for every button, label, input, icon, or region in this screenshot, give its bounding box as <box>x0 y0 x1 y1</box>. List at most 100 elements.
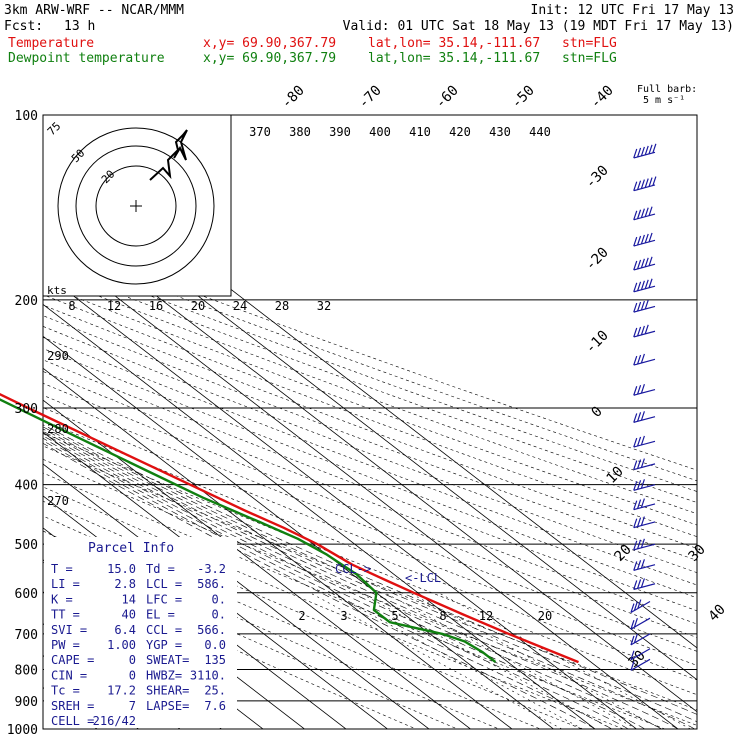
theta-side-label: 270 <box>47 494 69 508</box>
wind-barb-flag <box>640 208 645 218</box>
wind-barb-flag <box>630 635 635 646</box>
wind-barb-flag <box>644 279 649 289</box>
wind-barb-flag <box>637 436 642 447</box>
parcel-label: T = <box>51 562 73 576</box>
wind-barb-staff <box>630 617 651 630</box>
valid-time: Valid: 01 UTC Sat 18 May 13 (19 MDT Fri … <box>342 19 734 34</box>
parcel-value: 135 <box>204 653 226 667</box>
wind-barb-flag <box>637 301 642 312</box>
parcel-label: K = <box>51 592 73 606</box>
pressure-tick-label: 500 <box>15 538 38 553</box>
wind-barb-staff <box>633 521 656 529</box>
moist-adiabat <box>43 433 662 729</box>
parcel-value: 7.6 <box>204 699 226 713</box>
theta-side-label: 280 <box>47 422 69 436</box>
parcel-panel-bg <box>44 537 237 728</box>
wind-barb-flag <box>633 601 638 611</box>
wind-barb-staff <box>633 330 656 338</box>
parcel-value: 0. <box>212 592 226 606</box>
wind-barb-flag <box>648 177 653 187</box>
parcel-label: SHEAR= <box>146 684 189 698</box>
moist-adiabat <box>43 437 629 729</box>
wind-barb-flag <box>633 302 638 313</box>
wind-barb-flag <box>637 281 642 292</box>
wind-barb-flag <box>630 603 635 613</box>
wind-barb-flag <box>640 300 645 311</box>
parcel-label: SWEAT= <box>146 653 189 667</box>
parcel-label: TT = <box>51 608 80 622</box>
theta-label: 370 <box>249 125 271 139</box>
wind-barb-staff <box>633 440 656 448</box>
dry-adiabat <box>43 254 697 492</box>
parcel-value: 25. <box>204 684 226 698</box>
wind-barb-staff <box>633 416 656 423</box>
isotherm-line <box>43 399 472 729</box>
dry-adiabat <box>43 561 417 729</box>
wind-barb-flag <box>633 413 638 423</box>
mixing-ratio-label: 5 <box>391 609 398 623</box>
wind-barb-flag <box>633 540 638 551</box>
wind-barb-flag <box>633 282 638 293</box>
hodograph-kts-label: kts <box>47 284 67 297</box>
wind-barb-flag <box>637 517 642 527</box>
legend-dewpoint-xy: x,y= 69.90,367.79 <box>203 51 337 66</box>
legend-dewpoint: Dewpoint temperature <box>8 51 165 66</box>
dry-adiabat <box>43 445 697 711</box>
wind-barb-flag <box>644 257 649 268</box>
wind-barb-flag <box>633 355 638 366</box>
isotherm-label: 20 <box>612 542 635 565</box>
parcel-value: 0. <box>212 608 226 622</box>
parcel-label: YGP = <box>146 638 182 652</box>
parcel-value: 216/42 <box>93 714 136 728</box>
wind-barb-flag <box>633 500 638 510</box>
wind-barb-flag <box>633 210 638 220</box>
parcel-label: CELL = <box>51 714 94 728</box>
wind-barb-flag <box>637 539 642 550</box>
wind-barb-flag <box>637 326 642 337</box>
legend-temperature-latlon: lat,lon= 35.14,-111.67 <box>368 36 541 51</box>
inset-scale-label: 8 <box>68 299 75 313</box>
parcel-label: SVI = <box>51 623 87 637</box>
isotherm-line <box>43 208 697 713</box>
wind-barb-flag <box>640 435 645 446</box>
wind-barb-flag <box>648 206 653 216</box>
isotherm-label: -60 <box>433 83 462 112</box>
background-grid <box>42 114 698 730</box>
parcel-label: CIN = <box>51 668 87 682</box>
legend-temperature-xy: x,y= 69.90,367.79 <box>203 36 337 51</box>
wind-barb-flag <box>633 236 638 247</box>
barb-legend-title: Full barb: <box>637 84 697 95</box>
wind-barb-flag <box>637 209 642 219</box>
parcel-value: 17.2 <box>107 684 136 698</box>
wind-barb-flag <box>633 618 638 628</box>
wind-barb-flag <box>640 280 645 290</box>
theta-label: 420 <box>449 125 471 139</box>
parcel-label: LAPSE= <box>146 699 189 713</box>
wind-barb-flag <box>630 620 635 630</box>
wind-barb-flag <box>630 650 635 660</box>
moist-adiabat <box>43 435 645 729</box>
model-title: 3km ARW-WRF -- NCAR/MMM <box>4 3 185 18</box>
ccl-marker: CCL-> <box>335 562 371 576</box>
wind-barb-flag <box>637 180 642 190</box>
pressure-tick-label: 900 <box>15 695 38 710</box>
parcel-label: CCL = <box>146 623 182 637</box>
wind-barb-flag <box>652 176 657 186</box>
moist-adiabat <box>43 428 695 729</box>
theta-label: 400 <box>369 125 391 139</box>
isotherm-label: -10 <box>583 328 612 357</box>
pressure-tick-label: 600 <box>15 587 38 602</box>
wind-barb-flag <box>637 259 642 270</box>
wind-barb-flag <box>652 143 657 154</box>
isotherm-line <box>43 431 430 729</box>
wind-barb-staff <box>633 358 656 366</box>
wind-barb-flag <box>640 384 645 394</box>
wind-barb-flag <box>637 412 642 422</box>
theta-label: 440 <box>529 125 551 139</box>
wind-barb-flag <box>633 518 638 528</box>
parcel-value: 2.8 <box>114 577 136 591</box>
pressure-tick-label: 700 <box>15 628 38 643</box>
dewpoint-trace <box>0 398 497 664</box>
wind-barb-flag <box>637 599 642 609</box>
